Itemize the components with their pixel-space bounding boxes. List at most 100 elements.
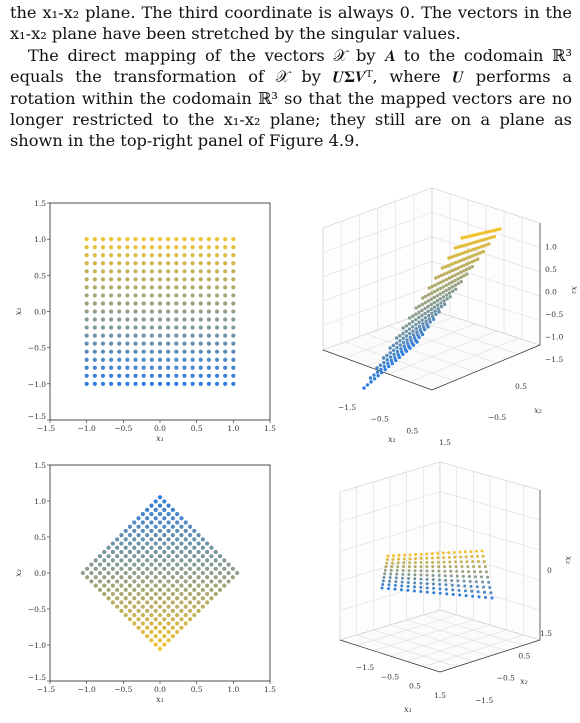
- data-point: [438, 286, 443, 291]
- data-point: [117, 269, 122, 274]
- data-point: [214, 381, 220, 386]
- data-point: [231, 341, 236, 346]
- data-point: [182, 253, 187, 258]
- grid-line: [431, 236, 541, 273]
- data-point: [125, 293, 130, 298]
- data-point: [115, 579, 120, 584]
- data-point: [401, 331, 405, 336]
- grid-line: [339, 580, 441, 611]
- data-point: [175, 629, 180, 635]
- data-point: [404, 324, 409, 328]
- data-point: [132, 545, 137, 550]
- data-point: [413, 569, 417, 573]
- data-point: [106, 579, 111, 584]
- data-point: [456, 272, 460, 276]
- data-point: [451, 261, 456, 266]
- data-point: [182, 301, 187, 306]
- data-point: [125, 317, 130, 322]
- data-point: [93, 583, 98, 588]
- data-point: [182, 381, 187, 386]
- data-point: [450, 280, 454, 284]
- data-point: [214, 261, 220, 266]
- data-point: [136, 541, 141, 546]
- data-point: [157, 245, 163, 250]
- data-point: [92, 333, 97, 338]
- data-point: [444, 293, 449, 297]
- data-point: [117, 341, 122, 346]
- data-point: [495, 227, 500, 232]
- data-point: [157, 579, 163, 584]
- data-point: [133, 309, 138, 314]
- grid-line: [339, 550, 441, 582]
- data-point: [205, 558, 210, 563]
- data-point: [401, 569, 405, 573]
- data-point: [162, 583, 167, 588]
- data-point: [133, 349, 138, 354]
- data-point: [133, 285, 138, 290]
- data-point: [391, 557, 395, 561]
- data-point: [117, 373, 122, 378]
- data-point: [125, 269, 130, 274]
- data-point: [145, 617, 150, 622]
- data-point: [451, 592, 455, 596]
- data-point: [153, 583, 158, 588]
- data-point: [141, 261, 146, 266]
- data-point: [140, 545, 145, 550]
- data-point: [162, 634, 167, 639]
- data-point: [84, 373, 89, 378]
- data-point: [413, 565, 417, 569]
- x-tick-label: −1.0: [78, 424, 96, 433]
- data-point: [140, 554, 145, 559]
- data-point: [117, 301, 122, 306]
- data-point: [421, 322, 425, 326]
- data-point: [430, 552, 434, 556]
- data-point: [149, 277, 154, 282]
- grid-line: [388, 330, 497, 375]
- data-point: [157, 333, 163, 338]
- data-point: [448, 270, 452, 274]
- data-point: [378, 363, 383, 367]
- data-point: [415, 330, 419, 334]
- data-point: [125, 237, 130, 242]
- data-point: [109, 237, 114, 242]
- data-point: [391, 348, 396, 352]
- data-point: [149, 373, 154, 378]
- grid-line: [406, 619, 507, 651]
- z-tick-label: −0.5: [545, 310, 563, 319]
- x-axis-label: x₁: [404, 705, 412, 714]
- data-point: [166, 604, 171, 609]
- data-point: [214, 269, 220, 274]
- data-point: [441, 295, 446, 299]
- data-point: [166, 537, 171, 542]
- data-point: [109, 301, 114, 306]
- data-point: [166, 301, 171, 306]
- data-point: [431, 573, 435, 577]
- data-point: [200, 579, 205, 584]
- data-point: [125, 245, 130, 250]
- data-point: [454, 287, 458, 291]
- data-point: [149, 621, 154, 626]
- data-point: [190, 341, 195, 346]
- data-point: [170, 625, 175, 630]
- data-point: [395, 572, 399, 576]
- data-point: [106, 562, 111, 567]
- data-point: [198, 269, 203, 274]
- data-point: [123, 570, 128, 576]
- data-point: [460, 236, 464, 240]
- data-point: [102, 575, 107, 580]
- data-point: [473, 253, 477, 257]
- data-point: [424, 294, 428, 299]
- data-point: [153, 507, 158, 512]
- data-point: [125, 301, 130, 306]
- data-point: [190, 349, 195, 354]
- data-point: [100, 317, 106, 322]
- data-point: [157, 301, 163, 306]
- data-point: [100, 373, 106, 378]
- data-point: [213, 591, 218, 597]
- data-point: [396, 353, 400, 357]
- data-point: [183, 587, 188, 592]
- data-point: [84, 333, 89, 338]
- data-point: [153, 499, 158, 504]
- data-point: [480, 231, 484, 235]
- x-tick-label: 0.5: [406, 426, 418, 435]
